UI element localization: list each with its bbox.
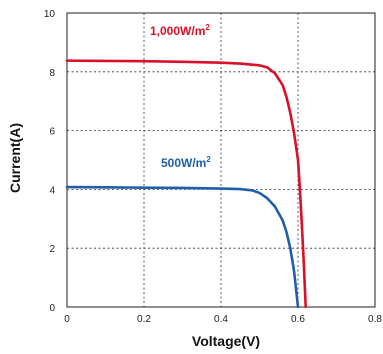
x-tick-label: 0.8 [368,314,382,325]
x-tick-label: 0.6 [291,314,305,325]
series-line-1 [65,185,300,309]
y-tick-label: 2 [49,244,55,255]
y-tick-label: 6 [49,127,55,138]
y-tick-label: 0 [49,303,55,314]
x-tick-label: 0.4 [214,314,228,325]
y-tick-label: 4 [49,185,55,196]
x-tick-label: 0.2 [137,314,151,325]
y-tick-label: 8 [49,68,55,79]
series-label-1000: 1,000W/m2 [150,23,210,38]
tick-labels: 0 0.2 0.4 0.6 0.8 0 2 4 6 8 10 [44,9,383,325]
series-line-0 [65,59,307,309]
x-axis-label: Voltage(V) [192,333,260,349]
y-tick-label: 10 [44,9,56,20]
series-label-500: 500W/m2 [161,155,211,170]
plot-frame [66,12,376,308]
y-axis-label: Current(A) [7,123,23,193]
series-lines [65,59,307,309]
x-tick-label: 0 [64,314,70,325]
grid-lines [67,13,375,307]
